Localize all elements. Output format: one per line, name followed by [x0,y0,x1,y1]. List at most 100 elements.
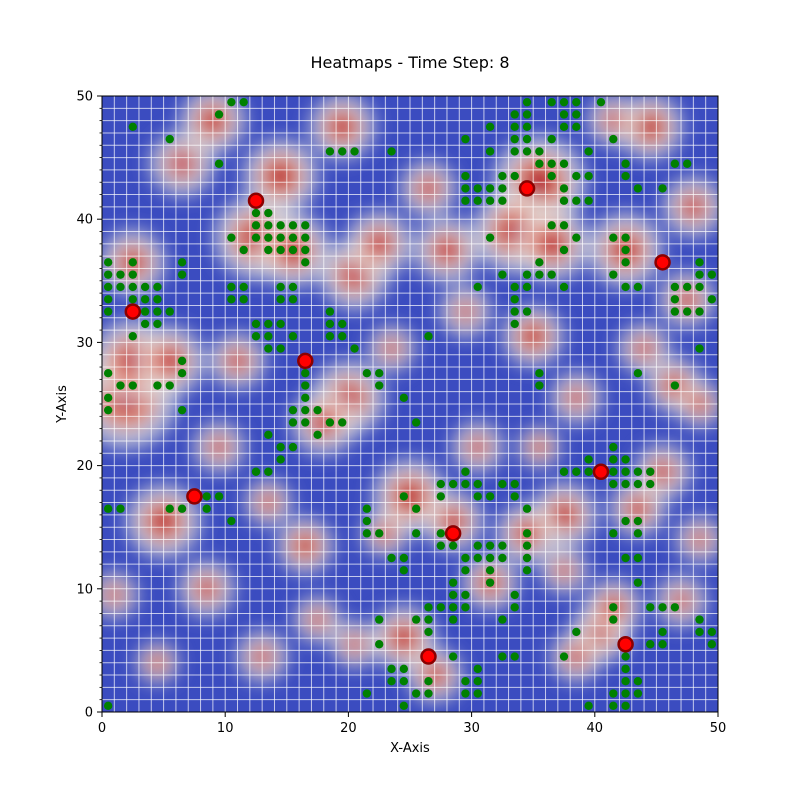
green-point [436,479,445,489]
green-point [202,492,211,501]
green-point [264,467,273,476]
green-point [313,430,322,439]
green-point [103,307,113,316]
green-point [301,369,310,378]
green-point [461,479,470,489]
green-point [609,467,618,476]
green-point [658,627,667,637]
green-point [547,171,556,181]
green-point [411,418,421,427]
green-point [214,159,224,168]
green-point [522,529,532,538]
green-point [177,504,187,513]
green-point [535,381,544,390]
green-point [128,295,137,304]
green-point [683,159,692,168]
green-point [473,664,482,674]
green-point [633,282,643,292]
green-point [473,196,482,205]
green-point [510,652,519,661]
green-point [227,233,236,242]
y-tick-label: 10 [76,582,93,597]
hotspot-core [266,162,295,190]
green-point [510,492,519,501]
hotspot-core [652,461,673,483]
hotspot-core [566,647,586,667]
green-point [559,652,569,661]
green-point [461,553,470,563]
green-point [399,566,409,575]
green-point [473,689,482,698]
green-point [399,664,409,674]
green-point [103,295,113,304]
green-point [473,553,482,563]
green-point [264,221,273,230]
green-point [288,233,298,242]
green-point [177,356,187,366]
green-point [264,332,273,341]
green-point [572,97,581,107]
green-point [325,418,335,427]
green-point [510,319,519,329]
green-point [559,282,569,292]
green-point [375,615,384,624]
green-point [609,442,618,452]
green-point [264,208,273,218]
green-point [448,652,458,661]
green-point [621,258,630,267]
green-point [535,369,544,378]
green-point [510,590,519,600]
green-point [276,221,285,230]
green-point [572,196,581,205]
green-point [522,541,532,550]
x-axis-label: X-Axis [390,741,430,756]
green-point [535,258,544,267]
green-point [251,319,261,329]
green-point [621,677,630,686]
green-point [621,171,630,181]
green-point [116,381,125,390]
green-point [202,504,211,513]
green-point [399,553,409,563]
green-point [338,147,347,156]
green-point [227,295,236,304]
green-point [609,134,618,144]
green-point [276,282,285,292]
red-points-layer [124,180,671,665]
green-point [276,295,285,304]
hotspot-core [627,498,649,520]
green-point [103,504,113,513]
x-tick-label: 0 [98,721,106,736]
green-point [362,689,372,698]
green-point [621,689,630,698]
green-point [670,381,680,390]
green-point [239,97,248,107]
green-point [621,467,630,476]
green-point [338,418,347,427]
green-point [103,393,113,403]
green-point [153,282,162,292]
green-point [473,677,482,686]
green-point [461,677,470,686]
green-point [670,307,680,316]
green-point [448,479,458,489]
green-point [424,332,433,341]
green-point [461,467,470,476]
green-point [177,258,187,267]
plot-area [102,96,718,712]
hotspot-core [455,302,475,322]
green-point [510,295,519,304]
green-point [584,455,593,464]
green-point [609,615,618,624]
green-point [411,615,421,624]
green-point [276,319,285,329]
green-point [227,97,236,107]
green-point [522,110,532,119]
green-point [707,640,717,649]
hotspot-core [638,114,663,139]
green-point [658,603,667,612]
green-point [301,258,310,267]
green-point [621,664,630,674]
green-point [288,221,298,230]
